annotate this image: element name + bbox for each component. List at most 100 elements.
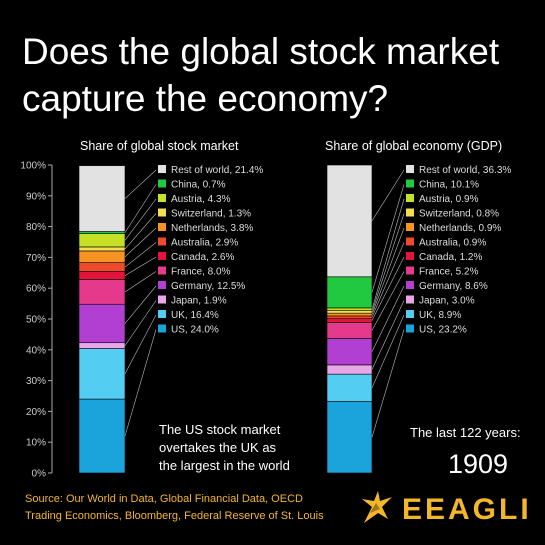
legend-label: Japan, 3.0% (419, 296, 475, 307)
legend-swatch (406, 266, 414, 275)
leader-line (124, 213, 157, 250)
y-tick-label: 10% (26, 438, 46, 449)
legend-label: Germany, 12.5% (171, 281, 245, 292)
leader-line (371, 198, 405, 310)
y-tick-label: 90% (26, 191, 46, 202)
bar-segment (78, 233, 126, 248)
y-tick-label: 20% (26, 407, 46, 418)
source-line-2: Trading Economics, Bloomberg, Federal Re… (25, 510, 324, 522)
bar-segment (326, 307, 373, 311)
chart-title: Does the global stock market capture the… (22, 28, 532, 122)
leader-line (371, 169, 405, 222)
chart-subtitle: Share of global economy (GDP) (325, 139, 502, 153)
title-line-1: Does the global stock market (22, 31, 500, 72)
leader-line (371, 227, 405, 315)
legend-label: France, 5.2% (419, 267, 479, 278)
chart-subtitle: Share of global stock market (80, 139, 239, 153)
leader-line (124, 198, 157, 241)
bar-segment (78, 246, 126, 252)
legend-label: Austria, 0.9% (419, 194, 479, 205)
legend-label: UK, 16.4% (171, 310, 219, 321)
bar-segment (326, 318, 373, 323)
period-label: The last 122 years: (410, 425, 521, 440)
legend-label: Netherlands, 0.9% (419, 223, 501, 234)
y-tick-label: 40% (26, 345, 46, 356)
legend-swatch (406, 223, 414, 231)
bar-segment (326, 315, 373, 319)
legend-swatch (406, 165, 414, 173)
legend-label: Switzerland, 0.8% (419, 209, 499, 220)
leader-line (124, 329, 157, 437)
leader-line (124, 285, 157, 324)
legend-swatch (406, 252, 414, 260)
title-line-2: capture the economy? (22, 78, 389, 119)
bar-segment (326, 401, 373, 474)
bar-segment (78, 303, 126, 344)
eagle-logo-icon (362, 491, 392, 523)
source-line-1: Source: Our World in Data, Global Financ… (25, 493, 303, 505)
year-label: 1909 (448, 449, 508, 479)
bar-segment (78, 398, 126, 474)
bar-segment (78, 262, 126, 272)
legend-label: France, 8.0% (171, 267, 231, 278)
leader-line (124, 169, 157, 199)
leader-line (371, 213, 405, 313)
legend-label: Australia, 2.9% (171, 238, 238, 249)
y-tick-label: 80% (26, 222, 46, 233)
legend-label: Rest of world, 21.4% (171, 165, 263, 176)
legend-swatch (406, 310, 414, 318)
legend-label: Japan, 1.9% (171, 296, 227, 307)
legend-swatch (158, 165, 166, 173)
leader-line (371, 300, 405, 370)
leader-line (371, 256, 405, 321)
annotation-line: overtakes the UK as (159, 440, 277, 455)
legend-swatch (158, 295, 166, 304)
leader-line (371, 184, 405, 293)
bar-segment (326, 364, 373, 375)
legend-label: Netherlands, 3.8% (171, 223, 253, 234)
legend-swatch (406, 208, 414, 217)
bar-segment (78, 165, 126, 232)
leader-line (124, 227, 157, 258)
bar-segment (326, 312, 373, 317)
y-tick-label: 60% (26, 284, 46, 295)
legend-label: Rest of world, 36.3% (419, 165, 511, 176)
y-tick-label: 30% (26, 376, 46, 387)
legend-swatch (158, 194, 166, 202)
legend-swatch (406, 237, 414, 246)
annotation-line: the largest in the world (159, 458, 290, 473)
bar-segment (78, 348, 126, 400)
y-tick-label: 100% (20, 161, 46, 172)
leader-line (124, 184, 157, 233)
legend-swatch (158, 237, 166, 246)
y-tick-label: 50% (26, 315, 46, 326)
legend-swatch (158, 223, 166, 231)
leader-line (124, 314, 157, 374)
legend-swatch (406, 194, 414, 202)
legend-label: US, 24.0% (171, 325, 219, 336)
legend-swatch (158, 266, 166, 275)
legend-label: Canada, 2.6% (171, 252, 234, 263)
y-tick-label: 0% (32, 469, 47, 480)
legend-label: Australia, 0.9% (419, 238, 486, 249)
legend-label: UK, 8.9% (419, 310, 461, 321)
legend-label: Austria, 4.3% (171, 194, 231, 205)
leader-line (124, 242, 157, 268)
leader-line (371, 329, 405, 438)
bar-segment (326, 164, 373, 278)
annotation-line: The US stock market (159, 422, 281, 437)
legend-swatch (406, 179, 414, 188)
leader-line (371, 271, 405, 331)
legend-label: China, 10.1% (419, 180, 479, 191)
bar-segment (326, 338, 373, 366)
legend-swatch (406, 281, 414, 289)
leader-line (371, 285, 405, 352)
bar-segment (78, 279, 126, 305)
legend-label: US, 23.2% (419, 325, 467, 336)
bar-segment (78, 231, 126, 234)
leader-line (124, 300, 157, 346)
legend-label: Switzerland, 1.3% (171, 209, 251, 220)
legend-swatch (158, 324, 166, 333)
bar-segment (78, 342, 126, 349)
